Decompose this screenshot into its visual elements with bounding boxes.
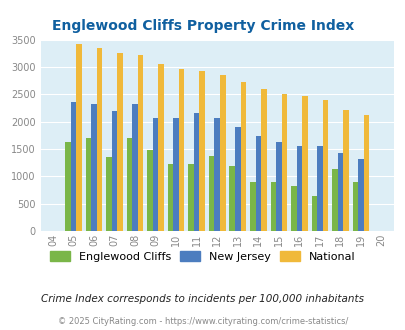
Bar [158,64,164,231]
Bar [147,150,152,231]
Bar [152,118,158,231]
Bar [188,164,194,231]
Bar [199,71,205,231]
Bar [281,94,286,231]
Bar [117,53,123,231]
Bar [106,157,111,231]
Legend: Englewood Cliffs, New Jersey, National: Englewood Cliffs, New Jersey, National [46,247,359,267]
Bar [337,153,342,231]
Text: © 2025 CityRating.com - https://www.cityrating.com/crime-statistics/: © 2025 CityRating.com - https://www.city… [58,317,347,326]
Bar [240,82,245,231]
Bar [342,110,348,231]
Bar [91,104,96,231]
Bar [290,185,296,231]
Bar [229,166,234,231]
Bar [70,102,76,231]
Bar [234,126,240,231]
Bar [275,143,281,231]
Bar [296,146,301,231]
Bar [260,89,266,231]
Bar [331,169,337,231]
Bar [352,182,357,231]
Bar [270,182,275,231]
Bar [255,136,260,231]
Bar [209,156,214,231]
Bar [138,55,143,231]
Bar [173,118,179,231]
Bar [85,138,91,231]
Text: Englewood Cliffs Property Crime Index: Englewood Cliffs Property Crime Index [52,19,353,33]
Bar [111,111,117,231]
Bar [322,100,327,231]
Bar [179,69,184,231]
Bar [96,49,102,231]
Bar [301,96,307,231]
Bar [167,164,173,231]
Bar [132,104,138,231]
Bar [220,75,225,231]
Text: Crime Index corresponds to incidents per 100,000 inhabitants: Crime Index corresponds to incidents per… [41,294,364,304]
Bar [363,115,369,231]
Bar [65,142,70,231]
Bar [194,113,199,231]
Bar [249,182,255,231]
Bar [214,118,220,231]
Bar [76,44,81,231]
Bar [316,146,322,231]
Bar [126,138,132,231]
Bar [357,159,363,231]
Bar [311,196,316,231]
